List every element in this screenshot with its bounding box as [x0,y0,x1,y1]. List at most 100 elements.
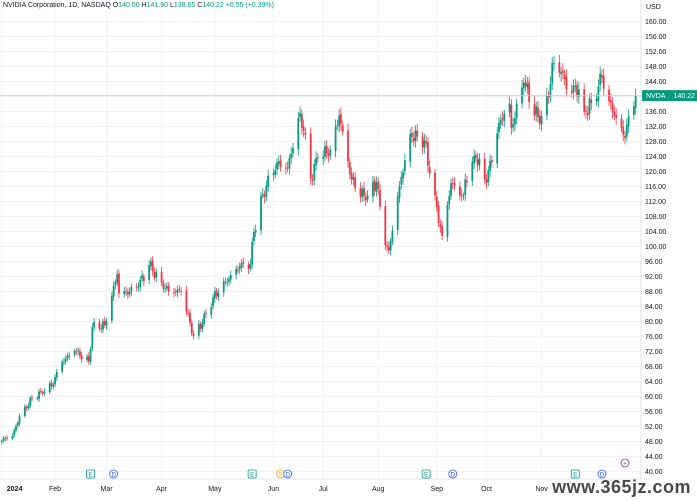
grid [0,0,641,479]
candle-body [79,351,81,357]
candle-body [43,391,46,394]
candle-body [52,384,55,387]
y-tick-label: 160.00 [645,19,667,26]
candle-body [478,158,481,165]
candle-body [192,333,195,336]
candle [80,351,83,363]
candle [187,309,190,317]
candle-body [93,321,96,328]
candle [409,128,412,168]
legend-low-value: 138.65 [173,2,196,9]
candle-body [103,320,106,325]
candle [63,358,65,366]
candle-body [322,156,325,159]
candle [66,353,69,362]
candle [265,180,268,202]
candle [586,106,589,122]
candle [197,319,200,340]
event-label: E [573,472,577,478]
candle [514,111,516,131]
candle [173,287,175,298]
candle [538,109,541,130]
candle [622,119,625,142]
candle [61,359,64,374]
event-label: + [623,461,627,467]
candle-body [39,391,42,392]
candle-body [490,160,493,163]
candle-body [572,85,575,92]
candle [396,191,399,236]
candle [274,164,277,179]
candle [6,435,9,441]
candle [334,119,337,158]
candle-body [561,70,564,73]
x-tick-label: Jul [319,486,328,493]
candle [624,130,626,145]
candle [64,355,67,365]
candle-body [212,297,214,307]
candle-body [167,285,170,292]
candle-body [551,63,554,84]
candle [521,80,523,109]
y-tick-label: 116.00 [645,184,666,191]
candle [322,150,325,166]
candle-body [284,167,287,169]
candle-body [425,141,428,144]
candle [563,69,566,86]
candle [201,318,204,333]
candle-body [286,167,289,169]
candle-body [235,269,238,275]
candle [299,106,301,122]
candle-body [23,406,26,416]
candle [249,258,252,272]
candle [54,374,56,388]
event-earnings-marker: E [247,469,257,479]
y-tick-label: 44.00 [645,454,663,461]
candle-body [363,187,365,197]
candle-body [451,183,454,184]
candle-body [448,195,451,205]
candle-body [102,321,104,330]
candle-body [375,182,378,193]
event-other-marker: + [620,458,630,468]
event-badge [247,469,257,479]
candle-body [577,89,580,97]
candle-body [466,180,468,183]
y-tick-label: 92.00 [645,274,663,281]
x-tick-label: 2024 [7,486,23,493]
candle [478,153,481,171]
y-tick-label: 64.00 [645,379,663,386]
event-badge [620,458,630,468]
candle [237,265,239,274]
candle [473,149,475,170]
candle [185,285,188,316]
candle-body [476,159,479,166]
event-dividend-marker: D [448,469,458,479]
legend-open-value: 140.00 [118,2,140,9]
candle-body [130,286,133,292]
candle [102,318,104,334]
candle-body [139,279,142,288]
candle-body [16,422,19,426]
y-tick-label: 76.00 [645,334,663,341]
candle-body [632,106,635,115]
candle-body [141,275,143,279]
candle-body [125,290,127,292]
candle [4,436,7,442]
legend-low-label: L [169,2,174,9]
candle-body [498,123,500,133]
candle [549,76,552,103]
candle [68,351,71,361]
candle-body [625,124,628,137]
candle-body [29,397,32,406]
candle [485,173,488,189]
candle-body [471,161,474,181]
candle [50,379,53,390]
candle [352,171,355,186]
candle-body [403,160,406,171]
candle-body [160,271,163,283]
candle-body [624,136,626,139]
candle-body [501,118,504,120]
candle-body [595,98,598,102]
